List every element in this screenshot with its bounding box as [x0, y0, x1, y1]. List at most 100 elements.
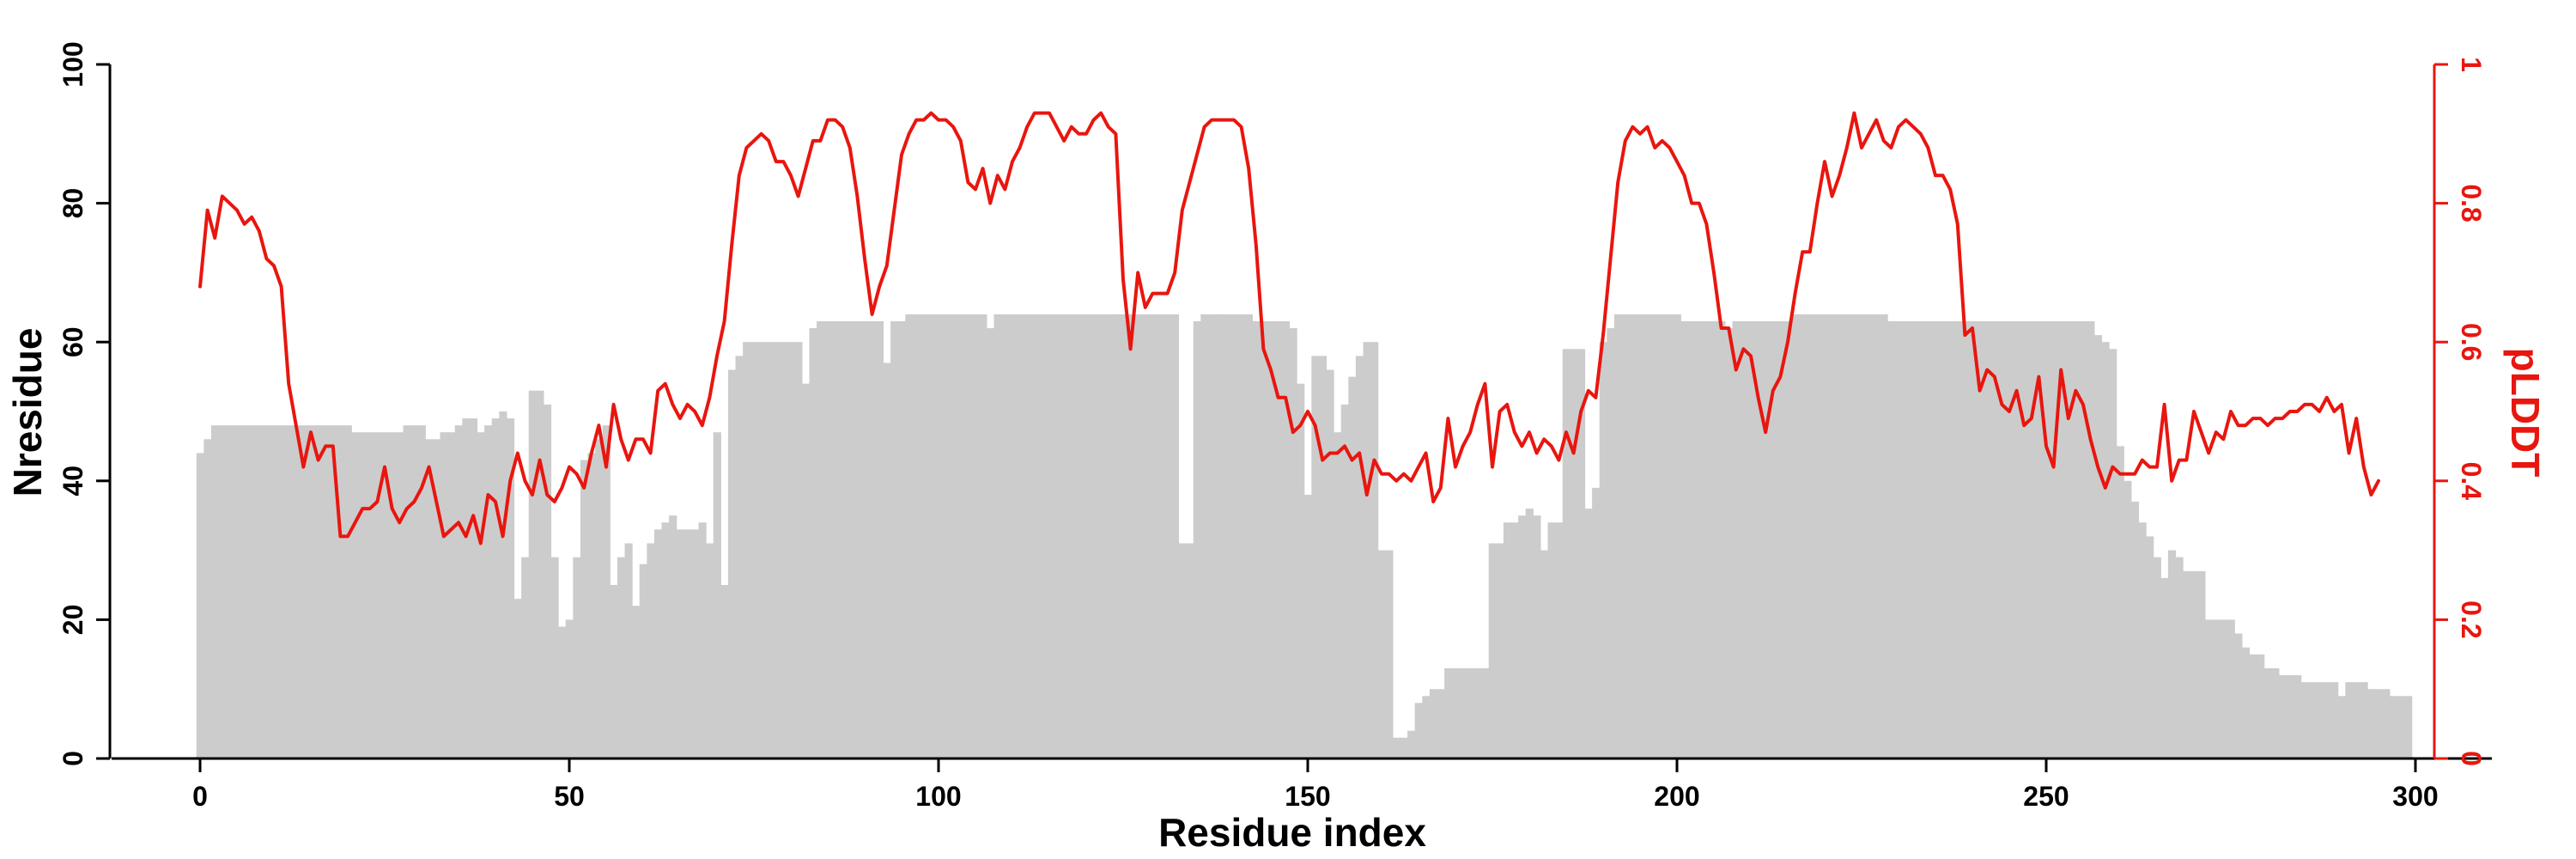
nresidue-bar [2064, 320, 2073, 758]
nresidue-bar [934, 314, 943, 758]
nresidue-bar [1843, 314, 1851, 758]
nresidue-bar [1370, 342, 1379, 758]
right-axis-tick-label: 0.8 [2456, 184, 2487, 222]
nresidue-bar [2241, 647, 2251, 758]
nresidue-bar [1260, 320, 1268, 758]
nresidue-bar [1001, 314, 1010, 758]
nresidue-bar [1377, 550, 1386, 758]
nresidue-bar [735, 356, 744, 758]
nresidue-bar [1894, 320, 1903, 758]
nresidue-bar [1281, 320, 1291, 758]
nresidue-bar [2042, 320, 2050, 758]
nresidue-bar [683, 529, 692, 758]
nresidue-bar [610, 585, 618, 758]
nresidue-bar [1687, 320, 1697, 758]
x-axis-title: Residue index [1158, 810, 1426, 855]
nresidue-bar [462, 418, 471, 758]
nresidue-bar [2101, 342, 2110, 758]
nresidue-bar [964, 314, 973, 758]
left-axis-tick-label: 0 [58, 751, 88, 766]
nresidue-bar [1857, 314, 1866, 758]
nresidue-bar [550, 557, 559, 758]
nresidue-bar [1673, 314, 1681, 758]
nresidue-bar [912, 314, 921, 758]
nresidue-bar [661, 522, 670, 758]
nresidue-bar [432, 439, 441, 758]
nresidue-bar [1650, 314, 1660, 758]
nresidue-bar [2337, 696, 2346, 758]
nresidue-bar [1577, 349, 1586, 758]
nresidue-bar [1584, 509, 1593, 758]
plddt-line [198, 111, 2380, 545]
nresidue-bar [440, 432, 448, 758]
y-axis-right-title: pLDDT [2503, 348, 2548, 478]
nresidue-bar [247, 425, 257, 758]
nresidue-bar [1872, 314, 1881, 758]
right-axis-tick-label: 1 [2456, 57, 2487, 72]
nresidue-bar [2315, 682, 2324, 758]
nresidue-bar [2072, 320, 2081, 758]
nresidue-bar [817, 320, 825, 758]
bottom-axis-tick-label: 0 [192, 781, 208, 812]
nresidue-bar [1008, 314, 1017, 758]
nresidue-bar [1407, 730, 1416, 758]
nresidue-bar [2027, 320, 2036, 758]
nresidue-bar [1193, 320, 1201, 758]
nresidue-bar [307, 425, 315, 758]
nresidue-bar [780, 342, 788, 758]
nresidue-bar [1909, 320, 1918, 758]
nresidue-bar [1931, 320, 1940, 758]
nresidue-bar [1717, 320, 1726, 758]
nresidue-bar [1318, 356, 1327, 758]
nresidue-bar [270, 425, 278, 758]
nresidue-bar [1703, 320, 1711, 758]
nresidue-bar [1880, 314, 1888, 758]
nresidue-bar [1570, 349, 1578, 758]
nresidue-bar [676, 529, 684, 758]
nresidue-bar [1658, 314, 1667, 758]
nresidue-bar [764, 342, 774, 758]
nresidue-bar [2130, 502, 2140, 758]
nresidue-bar [1414, 703, 1423, 758]
nresidue-bar [2109, 349, 2117, 758]
nresidue-bar [1244, 314, 1254, 758]
nresidue-bar [1990, 320, 1999, 758]
nresidue-bar [1355, 356, 1364, 758]
nresidue-bar [1953, 320, 1962, 758]
nresidue-bar [1060, 314, 1069, 758]
nresidue-bar [1518, 515, 1527, 758]
nresidue-bar [1149, 314, 1157, 758]
nresidue-bar [2005, 320, 2014, 758]
nresidue-bar [1178, 543, 1187, 758]
nresidue-bar [1777, 320, 1785, 758]
nresidue-bar [2013, 320, 2021, 758]
nresidue-bar [2397, 696, 2405, 758]
nresidue-bar [1865, 314, 1874, 758]
nresidue-bar [727, 369, 737, 758]
nresidue-bar [1510, 522, 1519, 758]
nresidue-bar [292, 425, 301, 758]
nresidue-bar [1488, 543, 1497, 758]
nresidue-bar [1429, 689, 1438, 758]
nresidue-bar [425, 439, 434, 758]
nresidue-bar [883, 362, 891, 758]
nresidue-bar [1946, 320, 1955, 758]
nresidue-bar [617, 557, 626, 758]
nresidue-bar [1090, 314, 1098, 758]
nresidue-bar [2360, 682, 2368, 758]
nresidue-bar [1348, 376, 1357, 758]
nresidue-bar [410, 425, 419, 758]
nresidue-bar [801, 383, 811, 758]
nresidue-bar [1666, 314, 1674, 758]
nresidue-bar [1023, 314, 1032, 758]
nresidue-bar [300, 425, 308, 758]
nresidue-bar [573, 557, 581, 758]
nresidue-bar [1724, 328, 1734, 758]
nresidue-bar [1732, 320, 1741, 758]
nresidue-bar [602, 425, 611, 758]
nresidue-bar [897, 320, 906, 758]
nresidue-bar [1230, 314, 1238, 758]
nresidue-bar [226, 425, 234, 758]
nresidue-bar [1289, 328, 1297, 758]
nresidue-bar [942, 314, 951, 758]
